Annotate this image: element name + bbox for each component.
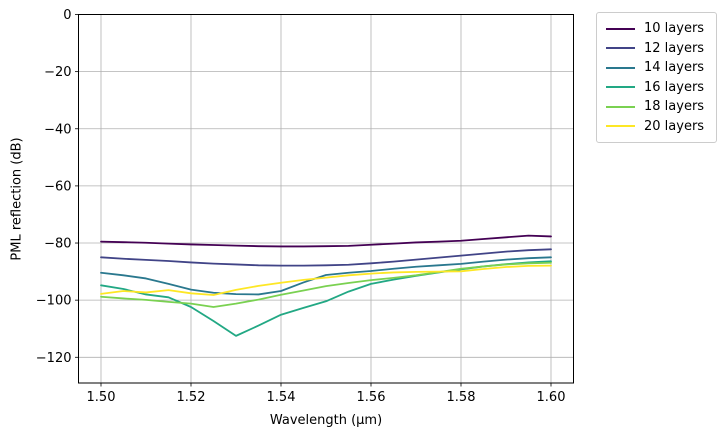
legend-label: 18 layers — [644, 99, 705, 115]
legend-item: 16 layers — [606, 78, 708, 98]
x-tick-label: 1.56 — [357, 390, 386, 405]
legend-item: 20 layers — [606, 117, 708, 137]
legend-line-swatch — [606, 105, 635, 108]
legend-item: 10 layers — [606, 19, 708, 39]
series-line-12-layers — [100, 248, 552, 267]
y-tick-label: −40 — [44, 122, 71, 137]
y-tick-label: −80 — [44, 237, 71, 252]
legend-line-swatch — [606, 47, 635, 50]
legend-item: 18 layers — [606, 97, 708, 117]
legend-item: 12 layers — [606, 39, 708, 59]
x-tick-label: 1.60 — [537, 390, 566, 405]
x-axis-label: Wavelength (μm) — [269, 413, 383, 428]
series-line-14-layers — [100, 256, 552, 296]
series-line-16-layers — [100, 260, 552, 337]
y-tick-label: −60 — [44, 179, 71, 194]
axes-spines — [78, 14, 574, 384]
legend-line-swatch — [606, 27, 635, 30]
legend-label: 14 layers — [644, 60, 705, 76]
y-tick-label: −100 — [36, 294, 72, 309]
legend-label: 20 layers — [644, 118, 705, 134]
legend-item: 14 layers — [606, 58, 708, 78]
y-tick-label: 0 — [63, 8, 71, 23]
series-line-20-layers — [100, 264, 552, 296]
x-tick-label: 1.50 — [87, 390, 116, 405]
y-tick-label: −20 — [44, 65, 71, 80]
y-tick-label: −120 — [36, 351, 72, 366]
legend: 10 layers 12 layers 14 layers 16 layers … — [596, 12, 717, 143]
x-tick-label: 1.58 — [447, 390, 476, 405]
legend-label: 12 layers — [644, 40, 705, 56]
y-axis-label: PML reflection (dB) — [9, 137, 25, 261]
x-tick-label: 1.52 — [177, 390, 206, 405]
legend-line-swatch — [606, 66, 635, 69]
series-line-10-layers — [100, 234, 552, 248]
legend-line-swatch — [606, 86, 635, 89]
legend-line-swatch — [606, 125, 635, 128]
x-tick-label: 1.54 — [267, 390, 296, 405]
legend-label: 10 layers — [644, 21, 705, 37]
legend-label: 16 layers — [644, 79, 705, 95]
series-line-18-layers — [100, 261, 552, 308]
